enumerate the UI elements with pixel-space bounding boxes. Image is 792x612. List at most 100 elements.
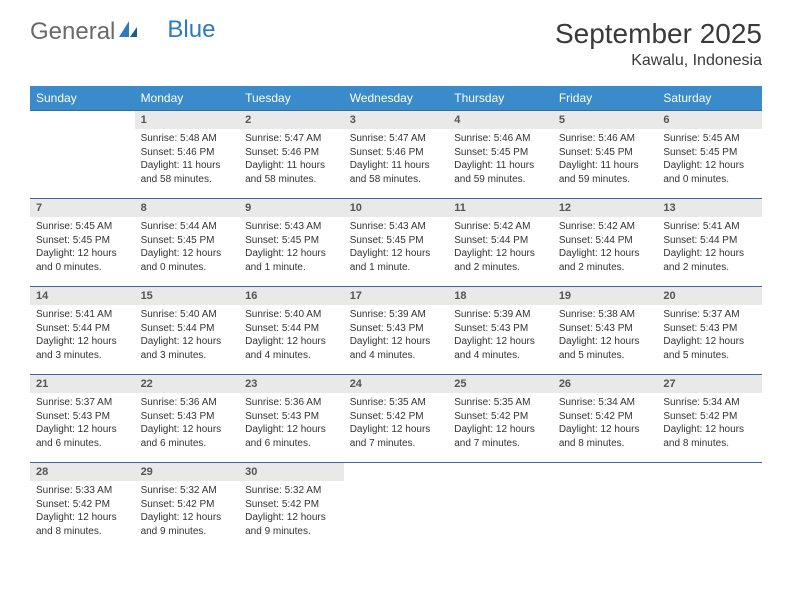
- day-number: 20: [657, 286, 762, 305]
- sunrise-line: Sunrise: 5:36 AM: [141, 396, 234, 410]
- day-number: 23: [239, 374, 344, 393]
- sunset-line: Sunset: 5:43 PM: [36, 410, 129, 424]
- sunset-line: Sunset: 5:45 PM: [245, 234, 338, 248]
- day-content: Sunrise: 5:34 AMSunset: 5:42 PMDaylight:…: [657, 393, 762, 454]
- sunrise-line: Sunrise: 5:48 AM: [141, 132, 234, 146]
- day-number-empty: [448, 462, 553, 481]
- location-label: Kawalu, Indonesia: [555, 52, 762, 70]
- sunrise-line: Sunrise: 5:41 AM: [663, 220, 756, 234]
- sunset-line: Sunset: 5:42 PM: [350, 410, 443, 424]
- calendar-day-cell: 4Sunrise: 5:46 AMSunset: 5:45 PMDaylight…: [448, 110, 553, 198]
- sunrise-line: Sunrise: 5:32 AM: [245, 484, 338, 498]
- calendar-day-cell: 9Sunrise: 5:43 AMSunset: 5:45 PMDaylight…: [239, 198, 344, 286]
- sail-icon: [117, 18, 139, 46]
- sunrise-line: Sunrise: 5:46 AM: [454, 132, 547, 146]
- day-number: 12: [553, 198, 658, 217]
- daylight-line: Daylight: 12 hours and 6 minutes.: [36, 423, 129, 450]
- day-number: 9: [239, 198, 344, 217]
- day-number: 5: [553, 110, 658, 129]
- day-number: 29: [135, 462, 240, 481]
- sunrise-line: Sunrise: 5:47 AM: [350, 132, 443, 146]
- day-content: Sunrise: 5:34 AMSunset: 5:42 PMDaylight:…: [553, 393, 658, 454]
- sunset-line: Sunset: 5:43 PM: [245, 410, 338, 424]
- month-title: September 2025: [555, 18, 762, 50]
- day-number: 22: [135, 374, 240, 393]
- day-content: Sunrise: 5:32 AMSunset: 5:42 PMDaylight:…: [239, 481, 344, 542]
- day-number: 7: [30, 198, 135, 217]
- calendar-day-cell: [448, 462, 553, 550]
- weekday-header: Thursday: [448, 86, 553, 110]
- sunset-line: Sunset: 5:46 PM: [350, 146, 443, 160]
- day-number: 13: [657, 198, 762, 217]
- day-number: 8: [135, 198, 240, 217]
- sunrise-line: Sunrise: 5:39 AM: [350, 308, 443, 322]
- day-content: Sunrise: 5:35 AMSunset: 5:42 PMDaylight:…: [344, 393, 449, 454]
- day-content: Sunrise: 5:32 AMSunset: 5:42 PMDaylight:…: [135, 481, 240, 542]
- day-number: 30: [239, 462, 344, 481]
- calendar-day-cell: [553, 462, 658, 550]
- sunset-line: Sunset: 5:42 PM: [663, 410, 756, 424]
- sunset-line: Sunset: 5:44 PM: [245, 322, 338, 336]
- header: General Blue September 2025 Kawalu, Indo…: [0, 0, 792, 78]
- sunrise-line: Sunrise: 5:45 AM: [36, 220, 129, 234]
- calendar-day-cell: 23Sunrise: 5:36 AMSunset: 5:43 PMDayligh…: [239, 374, 344, 462]
- weekday-header-row: SundayMondayTuesdayWednesdayThursdayFrid…: [30, 86, 762, 110]
- calendar-week-row: 7Sunrise: 5:45 AMSunset: 5:45 PMDaylight…: [30, 198, 762, 286]
- day-content: Sunrise: 5:36 AMSunset: 5:43 PMDaylight:…: [135, 393, 240, 454]
- day-number: 6: [657, 110, 762, 129]
- day-content: Sunrise: 5:39 AMSunset: 5:43 PMDaylight:…: [344, 305, 449, 366]
- day-content: Sunrise: 5:41 AMSunset: 5:44 PMDaylight:…: [657, 217, 762, 278]
- calendar-day-cell: 17Sunrise: 5:39 AMSunset: 5:43 PMDayligh…: [344, 286, 449, 374]
- day-content: Sunrise: 5:42 AMSunset: 5:44 PMDaylight:…: [448, 217, 553, 278]
- daylight-line: Daylight: 12 hours and 6 minutes.: [245, 423, 338, 450]
- day-content: Sunrise: 5:41 AMSunset: 5:44 PMDaylight:…: [30, 305, 135, 366]
- sunset-line: Sunset: 5:42 PM: [141, 498, 234, 512]
- calendar-day-cell: 7Sunrise: 5:45 AMSunset: 5:45 PMDaylight…: [30, 198, 135, 286]
- calendar-week-row: 28Sunrise: 5:33 AMSunset: 5:42 PMDayligh…: [30, 462, 762, 550]
- daylight-line: Daylight: 12 hours and 4 minutes.: [350, 335, 443, 362]
- day-content: Sunrise: 5:48 AMSunset: 5:46 PMDaylight:…: [135, 129, 240, 190]
- sunset-line: Sunset: 5:43 PM: [559, 322, 652, 336]
- daylight-line: Daylight: 12 hours and 8 minutes.: [559, 423, 652, 450]
- sunset-line: Sunset: 5:45 PM: [141, 234, 234, 248]
- day-number: 18: [448, 286, 553, 305]
- daylight-line: Daylight: 12 hours and 3 minutes.: [141, 335, 234, 362]
- day-content: Sunrise: 5:38 AMSunset: 5:43 PMDaylight:…: [553, 305, 658, 366]
- sunset-line: Sunset: 5:45 PM: [350, 234, 443, 248]
- day-content: Sunrise: 5:37 AMSunset: 5:43 PMDaylight:…: [30, 393, 135, 454]
- title-block: September 2025 Kawalu, Indonesia: [555, 18, 762, 70]
- daylight-line: Daylight: 12 hours and 3 minutes.: [36, 335, 129, 362]
- calendar-day-cell: 19Sunrise: 5:38 AMSunset: 5:43 PMDayligh…: [553, 286, 658, 374]
- sunset-line: Sunset: 5:44 PM: [141, 322, 234, 336]
- day-content: Sunrise: 5:33 AMSunset: 5:42 PMDaylight:…: [30, 481, 135, 542]
- day-number: 3: [344, 110, 449, 129]
- daylight-line: Daylight: 11 hours and 59 minutes.: [559, 159, 652, 186]
- sunrise-line: Sunrise: 5:38 AM: [559, 308, 652, 322]
- day-number: 27: [657, 374, 762, 393]
- sunset-line: Sunset: 5:46 PM: [141, 146, 234, 160]
- calendar-day-cell: [657, 462, 762, 550]
- daylight-line: Daylight: 12 hours and 1 minute.: [245, 247, 338, 274]
- calendar-day-cell: 1Sunrise: 5:48 AMSunset: 5:46 PMDaylight…: [135, 110, 240, 198]
- calendar-day-cell: 6Sunrise: 5:45 AMSunset: 5:45 PMDaylight…: [657, 110, 762, 198]
- day-number: 11: [448, 198, 553, 217]
- day-content: Sunrise: 5:36 AMSunset: 5:43 PMDaylight:…: [239, 393, 344, 454]
- sunset-line: Sunset: 5:45 PM: [663, 146, 756, 160]
- calendar-day-cell: 30Sunrise: 5:32 AMSunset: 5:42 PMDayligh…: [239, 462, 344, 550]
- day-number: 2: [239, 110, 344, 129]
- sunset-line: Sunset: 5:46 PM: [245, 146, 338, 160]
- calendar-day-cell: [30, 110, 135, 198]
- day-number: 1: [135, 110, 240, 129]
- weekday-header: Sunday: [30, 86, 135, 110]
- daylight-line: Daylight: 12 hours and 5 minutes.: [559, 335, 652, 362]
- calendar-day-cell: 27Sunrise: 5:34 AMSunset: 5:42 PMDayligh…: [657, 374, 762, 462]
- sunrise-line: Sunrise: 5:44 AM: [141, 220, 234, 234]
- daylight-line: Daylight: 11 hours and 58 minutes.: [245, 159, 338, 186]
- sunrise-line: Sunrise: 5:35 AM: [350, 396, 443, 410]
- calendar-day-cell: 12Sunrise: 5:42 AMSunset: 5:44 PMDayligh…: [553, 198, 658, 286]
- sunset-line: Sunset: 5:43 PM: [663, 322, 756, 336]
- sunset-line: Sunset: 5:45 PM: [559, 146, 652, 160]
- sunrise-line: Sunrise: 5:36 AM: [245, 396, 338, 410]
- day-number: 4: [448, 110, 553, 129]
- daylight-line: Daylight: 12 hours and 4 minutes.: [454, 335, 547, 362]
